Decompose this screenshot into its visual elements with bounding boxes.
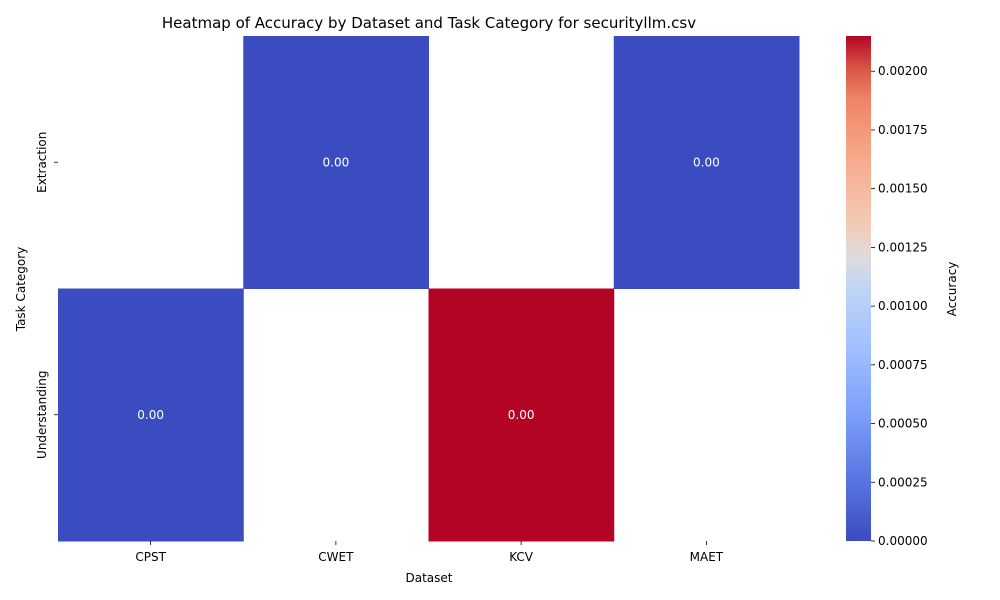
cell-value-label: 0.00 [508, 408, 535, 422]
heatmap-cell [58, 288, 244, 542]
x-tick-label: MAET [690, 550, 724, 564]
y-axis-label: Task Category [14, 247, 28, 333]
heatmap-cells: 0.00 0.00 0.00 0.00 [58, 36, 800, 542]
colorbar-tick-label: 0.00100 [878, 299, 928, 313]
cell-value-label: 0.00 [323, 155, 350, 169]
y-tick-label: Understanding [35, 371, 49, 459]
x-tick-label: CWET [318, 550, 354, 564]
y-axis-ticks: Extraction Understanding [35, 132, 58, 459]
colorbar-tick-label: 0.00125 [878, 240, 928, 254]
chart-title: Heatmap of Accuracy by Dataset and Task … [162, 14, 696, 32]
colorbar-tick-label: 0.00175 [878, 123, 928, 137]
cell-value-label: 0.00 [693, 155, 720, 169]
colorbar-tick-label: 0.00200 [878, 64, 928, 78]
colorbar [846, 36, 871, 541]
heatmap-cell [613, 36, 800, 289]
colorbar-label: Accuracy [945, 262, 959, 317]
heatmap-cell [428, 288, 615, 542]
colorbar-tick-label: 0.00050 [878, 417, 928, 431]
x-axis-ticks: CPST CWET KCV MAET [135, 541, 724, 564]
cell-value-label: 0.00 [137, 408, 164, 422]
x-axis-label: Dataset [406, 571, 453, 585]
colorbar-tick-label: 0.00075 [878, 358, 928, 372]
colorbar-tick-label: 0.00000 [878, 534, 928, 548]
colorbar-ticks: 0.00000 0.00025 0.00050 0.00075 0.00100 0.001… [871, 64, 928, 548]
x-tick-label: KCV [509, 550, 534, 564]
x-tick-label: CPST [135, 550, 166, 564]
heatmap-cell [243, 36, 429, 289]
colorbar-tick-label: 0.00025 [878, 475, 928, 489]
colorbar-tick-label: 0.00150 [878, 182, 928, 196]
y-tick-label: Extraction [35, 132, 49, 193]
